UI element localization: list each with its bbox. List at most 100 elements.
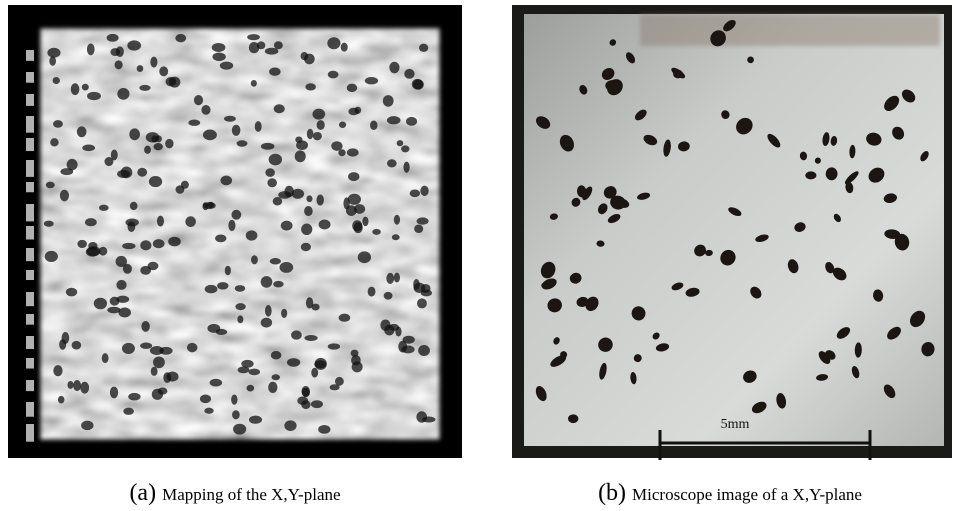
spot	[72, 341, 82, 350]
spot	[358, 251, 371, 263]
spot	[115, 60, 123, 69]
spot	[401, 145, 409, 152]
spot	[140, 343, 152, 349]
spot	[406, 117, 417, 126]
spot	[401, 345, 414, 353]
spot	[47, 48, 60, 58]
spot	[159, 66, 168, 76]
spot	[225, 266, 231, 276]
spot	[110, 387, 118, 399]
spot	[77, 126, 87, 137]
spot	[311, 400, 323, 408]
spot	[140, 240, 151, 250]
caption-text: Mapping of the X,Y-plane	[162, 485, 340, 504]
spot	[316, 194, 323, 205]
spot	[208, 202, 215, 208]
spot	[394, 273, 400, 283]
spot	[420, 186, 428, 196]
spot	[370, 121, 377, 130]
spot	[215, 234, 226, 242]
caption-label: (b)	[598, 480, 626, 506]
spot	[261, 143, 275, 150]
spot	[380, 320, 390, 331]
spot	[166, 371, 178, 381]
spot	[327, 37, 340, 49]
spot	[267, 178, 277, 187]
spot	[235, 303, 245, 310]
spot	[127, 40, 141, 50]
spot	[237, 140, 248, 146]
spot	[386, 273, 394, 284]
edge-mark	[26, 314, 34, 325]
scale-bar-label: 5mm	[721, 417, 750, 432]
spot	[355, 107, 362, 114]
spot	[235, 285, 246, 292]
spot	[212, 43, 226, 52]
spot	[319, 220, 331, 230]
spot	[67, 381, 73, 389]
spot	[50, 138, 58, 146]
spot	[46, 182, 55, 189]
spot	[111, 150, 118, 161]
spot	[284, 186, 293, 197]
spot	[71, 83, 80, 95]
spot	[194, 95, 203, 105]
spot	[153, 239, 165, 248]
spot	[220, 176, 232, 186]
spot	[53, 365, 62, 376]
spot	[421, 284, 431, 293]
edge-mark	[26, 226, 34, 239]
spot	[347, 148, 359, 156]
spot	[287, 358, 300, 367]
spot	[291, 330, 302, 339]
spot	[265, 305, 272, 317]
spot	[274, 104, 285, 113]
spot	[139, 85, 150, 91]
spot	[306, 195, 312, 202]
spot	[123, 264, 132, 274]
spot	[348, 194, 361, 205]
spot	[403, 336, 415, 344]
spot	[157, 216, 164, 227]
spot	[228, 220, 235, 231]
spot	[66, 288, 77, 297]
spot	[116, 280, 126, 290]
spot	[158, 387, 168, 394]
spot	[122, 243, 135, 249]
spot	[149, 176, 162, 187]
figure: 5mm (a)Mapping of the X,Y-plane (b)Micro…	[0, 0, 954, 511]
spot	[137, 168, 147, 177]
spot	[384, 292, 393, 300]
spot	[348, 172, 359, 181]
spot	[73, 380, 81, 391]
spot	[102, 353, 109, 363]
spot	[389, 62, 399, 74]
spot	[107, 34, 119, 42]
spot	[372, 229, 381, 235]
spot	[185, 216, 196, 227]
spot	[281, 221, 293, 231]
spot	[301, 224, 312, 236]
spot	[392, 234, 400, 240]
spot	[201, 105, 210, 115]
spot	[110, 48, 120, 56]
spot	[248, 369, 260, 376]
spot	[302, 388, 310, 397]
spot	[347, 84, 358, 92]
spot	[86, 247, 99, 257]
spot	[416, 411, 427, 422]
spot	[216, 329, 227, 335]
spot	[107, 307, 120, 314]
spot	[232, 125, 241, 136]
spot	[140, 266, 151, 275]
spot	[45, 251, 58, 262]
spot	[233, 424, 246, 435]
figure-svg: 5mm (a)Mapping of the X,Y-plane (b)Micro…	[0, 0, 954, 511]
spot	[265, 168, 274, 177]
spot	[301, 243, 311, 251]
spot	[247, 34, 260, 40]
spot	[188, 120, 200, 126]
spot	[210, 379, 223, 387]
spot	[212, 52, 225, 61]
hole	[805, 171, 816, 179]
